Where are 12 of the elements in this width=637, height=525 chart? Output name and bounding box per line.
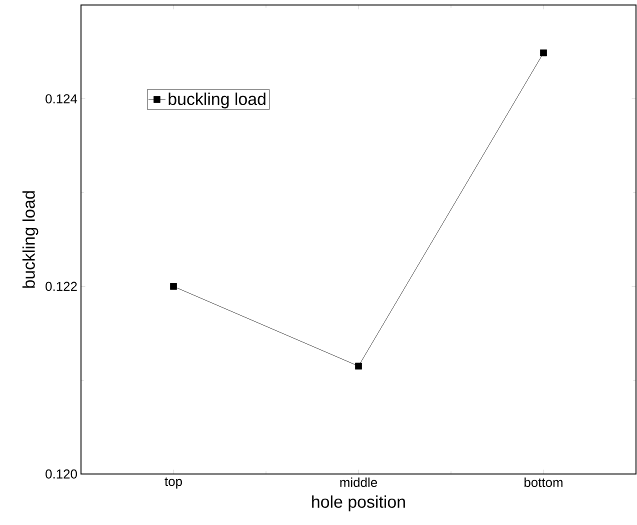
y-tick-label: 0.122 xyxy=(46,282,77,291)
y-tick-label: 0.124 xyxy=(46,94,78,104)
y-tick-label: 0.120 xyxy=(46,469,77,479)
y-axis-title: buckling load xyxy=(22,191,38,288)
x-tick-label: top xyxy=(164,478,182,489)
legend-label: buckling load xyxy=(168,92,266,108)
point xyxy=(355,362,362,370)
x-axis-title: hole position xyxy=(312,495,405,512)
point xyxy=(540,49,547,56)
x-tick-label: bottom xyxy=(524,478,562,488)
point xyxy=(170,283,177,290)
x-tick-label: middle xyxy=(340,478,377,488)
